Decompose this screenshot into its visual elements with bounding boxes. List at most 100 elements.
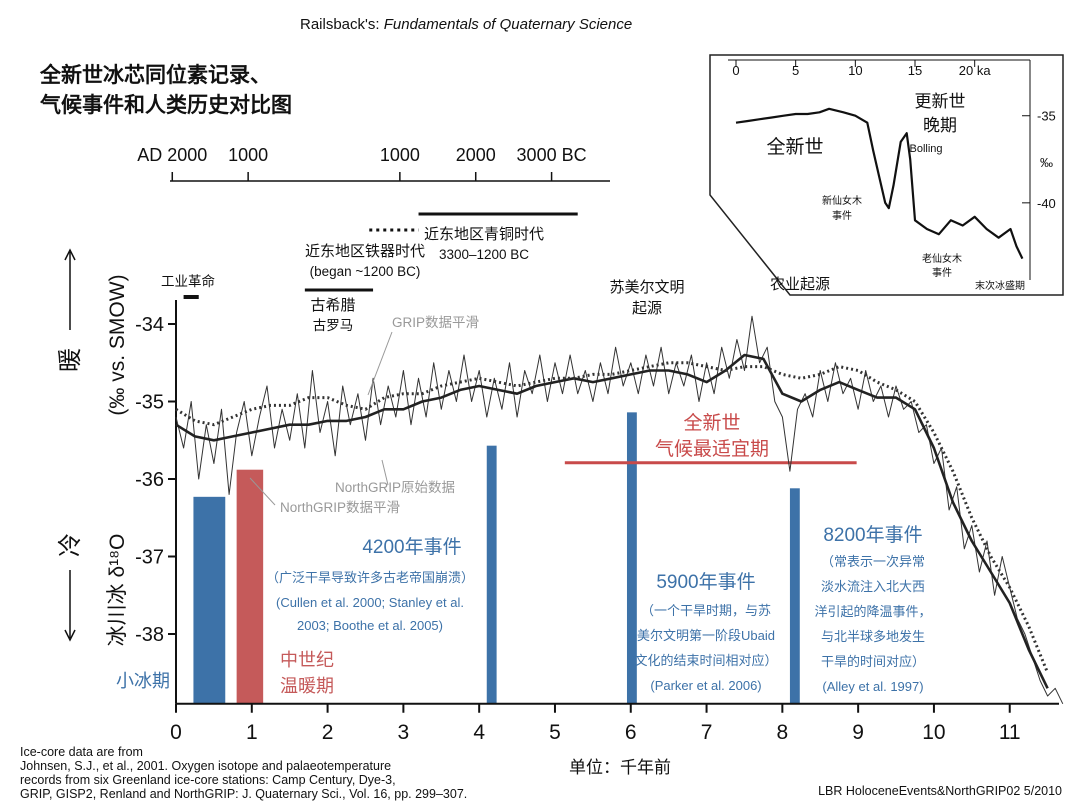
- inset-x-tick-label: 0: [732, 63, 739, 78]
- event-label: 中世纪: [280, 650, 334, 670]
- event-label: 小冰期: [116, 671, 170, 691]
- period-label: 3300–1200 BC: [439, 247, 529, 262]
- warm-arrow-head: [64, 248, 76, 261]
- inset-label: 末次冰盛期: [975, 279, 1025, 292]
- inset-label: 更新世: [915, 92, 966, 111]
- inset-line: [735, 107, 1024, 260]
- x-tick-label: 7: [701, 721, 713, 744]
- x-tick-label: 2: [322, 721, 334, 744]
- event-label: 与北半球多地发生: [821, 629, 925, 644]
- event-label: 洋引起的降温事件，: [814, 604, 931, 619]
- inset-frame: [709, 54, 1064, 296]
- event-label: 干旱的时间对应）: [821, 654, 925, 669]
- y-tick-label: -38: [135, 624, 164, 646]
- annotation: 起源: [632, 300, 662, 317]
- top-tick-label: AD 2000: [137, 145, 207, 165]
- inset-label: 事件: [932, 266, 952, 279]
- inset-unit: ‰: [1040, 155, 1053, 170]
- event-label: 8200年事件: [823, 524, 922, 546]
- period-label: 工业革命: [161, 273, 215, 289]
- series-line: [175, 315, 1064, 705]
- credit: LBR HoloceneEvents&NorthGRIP02 5/2010: [818, 784, 1062, 798]
- series-line: [175, 353, 1049, 689]
- x-tick-label: 11: [999, 721, 1021, 744]
- inset-label: Bolling: [909, 143, 942, 155]
- event-label: （一个干旱时期，与苏: [641, 603, 771, 618]
- optimum-label: 全新世: [683, 412, 740, 434]
- top-tick-label: 3000 BC: [517, 145, 587, 165]
- event-bar: [236, 469, 264, 704]
- cold-label: 冷: [57, 533, 84, 557]
- event-label: （广泛干旱导致许多古老帝国崩溃）: [266, 570, 474, 585]
- footer: GRIP, GISP2, Renland and NorthGRIP: J. Q…: [20, 787, 467, 801]
- period-label: (began ~1200 BC): [310, 264, 421, 279]
- header-text: Railsback's:: [300, 16, 384, 33]
- event-label: 美尔文明第一阶段Ubaid: [637, 628, 775, 643]
- x-tick-label: 8: [777, 721, 789, 744]
- event-bar: [626, 412, 637, 704]
- top-tick-label: 2000: [456, 145, 496, 165]
- period-label: 古罗马: [313, 318, 354, 333]
- title: 气候事件和人类历史对比图: [39, 93, 292, 117]
- inset-x-tick-label: 15: [908, 63, 922, 78]
- leader-line: [381, 459, 389, 486]
- event-label: 文化的结束时间相对应）: [634, 653, 777, 668]
- event-label: 淡水流注入北大西: [821, 579, 925, 594]
- event-label: (Alley et al. 1997): [822, 679, 923, 694]
- y-axis-label: 冰川冰 δ¹⁸O: [106, 534, 129, 647]
- y-tick-label: -34: [135, 314, 164, 336]
- optimum-label: 气候最适宜期: [655, 438, 769, 460]
- annotation: 苏美尔文明: [609, 279, 684, 296]
- footer: Johnsen, S.J., et al., 2001. Oxygen isot…: [20, 759, 391, 773]
- top-tick-label: 1000: [228, 145, 268, 165]
- x-tick-label: 10: [922, 721, 945, 744]
- inset-y-tick-label: -40: [1037, 196, 1056, 211]
- inset-x-tick-label: 5: [792, 63, 799, 78]
- header: Railsback's: Fundamentals of Quaternary …: [300, 16, 632, 33]
- y-tick-label: -35: [135, 392, 164, 414]
- y-tick-label: -36: [135, 469, 164, 491]
- inset-y-tick-label: -35: [1037, 109, 1056, 124]
- period-label: 近东地区青铜时代: [424, 226, 544, 243]
- footer: Ice-core data are from: [20, 745, 143, 759]
- event-label: (Parker et al. 2006): [650, 678, 761, 693]
- inset-label: 新仙女木: [822, 194, 862, 207]
- event-bar: [193, 496, 226, 704]
- leader-line: [367, 331, 393, 396]
- cold-arrow-head: [64, 629, 76, 642]
- event-label: （常表示一次异常: [821, 554, 925, 569]
- x-tick-label: 4: [473, 721, 485, 744]
- event-label: 4200年事件: [362, 536, 461, 558]
- x-tick-label: 9: [852, 721, 864, 744]
- warm-label: 暖: [57, 348, 84, 372]
- event-label: 2003; Boothe et al. 2005): [297, 618, 443, 633]
- series-label: NorthGRIP数据平滑: [280, 500, 400, 515]
- period-label: 古希腊: [310, 297, 355, 314]
- event-bar: [486, 445, 497, 704]
- x-tick-label: 6: [625, 721, 637, 744]
- event-label: (Cullen et al. 2000; Stanley et al.: [276, 595, 464, 610]
- x-tick-label: 5: [549, 721, 561, 744]
- x-tick-label: 1: [246, 721, 258, 744]
- y-tick-label: -37: [135, 547, 164, 569]
- x-tick-label: 3: [398, 721, 410, 744]
- inset-label: 晚期: [923, 116, 957, 135]
- leader-line: [249, 477, 276, 506]
- series-label: NorthGRIP原始数据: [335, 480, 455, 495]
- x-axis-label: 单位：千年前: [569, 758, 671, 777]
- header-book: Fundamentals of Quaternary Science: [384, 16, 632, 33]
- inset-x-tick-label: 10: [848, 63, 862, 78]
- inset-label: 事件: [832, 209, 852, 222]
- inset-label: 老仙女木: [922, 252, 962, 265]
- event-bar: [789, 488, 800, 704]
- x-tick-label: 0: [170, 721, 182, 744]
- inset-label: 全新世: [766, 136, 823, 158]
- period-label: 近东地区铁器时代: [305, 243, 425, 260]
- event-label: 5900年事件: [656, 571, 755, 593]
- footer: records from six Greenland ice-core stat…: [20, 773, 396, 787]
- series-label: GRIP数据平滑: [392, 315, 479, 330]
- top-tick-label: 1000: [380, 145, 420, 165]
- annotation: 农业起源: [770, 276, 830, 293]
- title: 全新世冰芯同位素记录、: [39, 63, 271, 87]
